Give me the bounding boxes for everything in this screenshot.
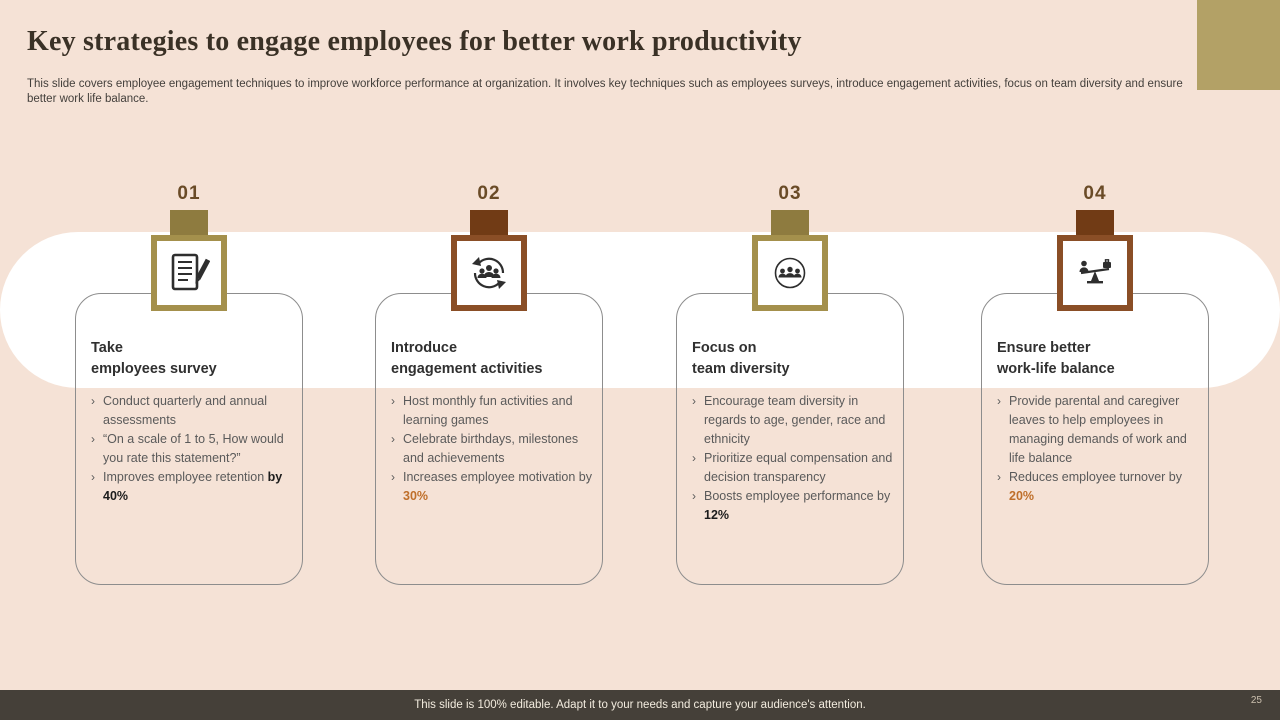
bullet-item: › Reduces employee turnover by 20%: [997, 468, 1198, 506]
work-life-balance-icon: [1073, 251, 1117, 295]
bullet-item: › Provide parental and caregiver leaves …: [997, 392, 1198, 468]
card-heading: Ensure better work-life balance: [997, 338, 1198, 380]
chevron-bullet-icon: ›: [91, 394, 95, 408]
chevron-bullet-icon: ›: [997, 394, 1001, 408]
page-number: 25: [1250, 695, 1262, 706]
strategy-column-2: 02 Introduce enga: [375, 183, 603, 585]
bullet-item: › Boosts employee performance by 12%: [692, 487, 893, 525]
card-heading-line: team diversity: [692, 361, 790, 377]
card-heading-line: Focus on: [692, 340, 757, 356]
footer-bar: This slide is 100% editable. Adapt it to…: [0, 690, 1280, 720]
slide-title: Key strategies to engage employees for b…: [27, 26, 802, 57]
bullet-list: › Conduct quarterly and annual assessmen…: [91, 392, 292, 506]
corner-accent-block: [1197, 0, 1280, 90]
bullet-text: “On a scale of 1 to 5, How would you rat…: [103, 432, 284, 465]
bullet-highlight: 20%: [1009, 489, 1035, 503]
step-number-3: 03: [778, 183, 802, 204]
card-heading-line: Take: [91, 340, 123, 356]
bullet-highlight: by 40%: [103, 470, 283, 503]
card-heading-line: Ensure better: [997, 340, 1091, 356]
step-badge-4: [1057, 210, 1133, 311]
bullet-item: › “On a scale of 1 to 5, How would you r…: [91, 430, 292, 468]
strategy-column-1: 01 Take employees survey: [75, 183, 303, 585]
bullet-highlight: 30%: [403, 489, 429, 503]
card-heading-line: engagement activities: [391, 361, 543, 377]
badge-square: [752, 235, 828, 311]
bullet-text: Reduces employee turnover by: [1009, 470, 1183, 484]
chevron-bullet-icon: ›: [997, 470, 1001, 484]
badge-tab: [170, 210, 208, 235]
strategy-card-4: Ensure better work-life balance › Provid…: [981, 293, 1209, 585]
strategy-column-3: 03 Focus on team diversity: [676, 183, 904, 585]
bullet-text: Boosts employee performance by: [704, 489, 891, 503]
chevron-bullet-icon: ›: [391, 432, 395, 446]
bullet-list: › Encourage team diversity in regards to…: [692, 392, 893, 525]
strategy-card-3: Focus on team diversity › Encourage team…: [676, 293, 904, 585]
card-heading: Introduce engagement activities: [391, 338, 592, 380]
slide-subtitle: This slide covers employee engagement te…: [27, 78, 1183, 105]
bullet-list: › Provide parental and caregiver leaves …: [997, 392, 1198, 506]
badge-tab: [470, 210, 508, 235]
badge-square: [151, 235, 227, 311]
bullet-text: Host monthly fun activities and learning…: [403, 394, 573, 427]
card-heading: Focus on team diversity: [692, 338, 893, 380]
bullet-item: › Celebrate birthdays, milestones and ac…: [391, 430, 592, 468]
bullet-text: Conduct quarterly and annual assessments: [103, 394, 268, 427]
step-badge-2: [451, 210, 527, 311]
team-diversity-icon: [768, 251, 812, 295]
bullet-item: › Prioritize equal compensation and deci…: [692, 449, 893, 487]
bullet-item: › Increases employee motivation by 30%: [391, 468, 592, 506]
bullet-item: › Host monthly fun activities and learni…: [391, 392, 592, 430]
footer-note: This slide is 100% editable. Adapt it to…: [414, 699, 866, 711]
bullet-text: Increases employee motivation by: [403, 470, 592, 484]
strategy-card-1: Take employees survey › Conduct quarterl…: [75, 293, 303, 585]
step-number-1: 01: [177, 183, 201, 204]
badge-tab: [771, 210, 809, 235]
bullet-text: Celebrate birthdays, milestones and achi…: [403, 432, 579, 465]
card-heading: Take employees survey: [91, 338, 292, 380]
step-number-2: 02: [477, 183, 501, 204]
strategy-card-2: Introduce engagement activities › Host m…: [375, 293, 603, 585]
bullet-text: Provide parental and caregiver leaves to…: [1009, 394, 1187, 465]
chevron-bullet-icon: ›: [692, 489, 696, 503]
strategy-column-4: 04 Ensure better work-life balance: [981, 183, 1209, 585]
engagement-activities-icon: [467, 251, 511, 295]
step-badge-3: [752, 210, 828, 311]
badge-square: [1057, 235, 1133, 311]
chevron-bullet-icon: ›: [692, 394, 696, 408]
bullet-text: Improves employee retention: [103, 470, 265, 484]
bullet-list: › Host monthly fun activities and learni…: [391, 392, 592, 506]
chevron-bullet-icon: ›: [391, 470, 395, 484]
step-number-4: 04: [1083, 183, 1107, 204]
chevron-bullet-icon: ›: [391, 394, 395, 408]
bullet-text: Encourage team diversity in regards to a…: [704, 394, 886, 446]
chevron-bullet-icon: ›: [91, 432, 95, 446]
badge-tab: [1076, 210, 1114, 235]
bullet-item: › Improves employee retention by 40%: [91, 468, 292, 506]
badge-square: [451, 235, 527, 311]
card-heading-line: Introduce: [391, 340, 458, 356]
survey-checklist-icon: [168, 252, 210, 294]
chevron-bullet-icon: ›: [692, 451, 696, 465]
card-heading-line: employees survey: [91, 361, 217, 377]
card-heading-line: work-life balance: [997, 361, 1115, 377]
chevron-bullet-icon: ›: [91, 470, 95, 484]
bullet-item: › Encourage team diversity in regards to…: [692, 392, 893, 449]
bullet-text: Prioritize equal compensation and decisi…: [704, 451, 893, 484]
bullet-highlight: 12%: [704, 508, 730, 522]
bullet-item: › Conduct quarterly and annual assessmen…: [91, 392, 292, 430]
step-badge-1: [151, 210, 227, 311]
